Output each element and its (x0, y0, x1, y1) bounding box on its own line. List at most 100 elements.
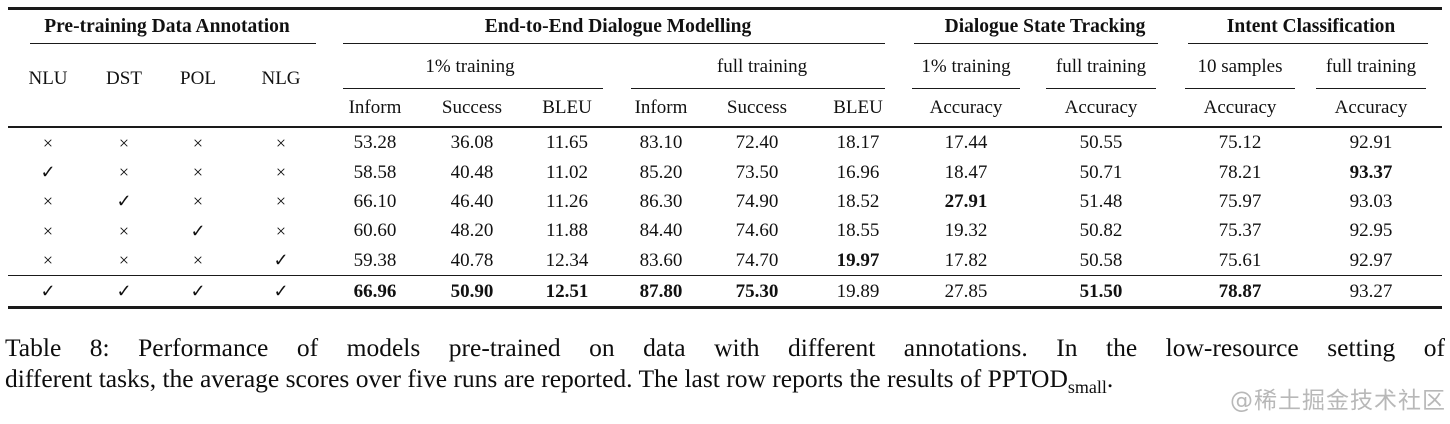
annotation-flag-cross: × (118, 162, 130, 183)
annotation-flag-cross: × (192, 191, 204, 212)
annotation-flag-cross: × (275, 191, 287, 212)
annotation-flag-check: ✓ (273, 281, 289, 301)
annotation-flag-cross: × (42, 250, 54, 271)
annotation-flag-cross: × (118, 132, 130, 153)
annotation-flag-cross: × (192, 132, 204, 153)
cmidrule-ic-group (1188, 43, 1428, 45)
setting-ic-full: full training (1325, 55, 1417, 77)
annotation-flag-cross: × (42, 191, 54, 212)
column-header-accuracy-ic-low: Accuracy (1203, 97, 1277, 119)
column-header-pol: POL (180, 67, 216, 89)
caption-line-2: different tasks, the average scores over… (5, 363, 1445, 396)
metric-value: 84.40 (639, 220, 683, 242)
annotation-flag-check: ✓ (190, 281, 206, 301)
metric-value: 27.91 (944, 190, 988, 212)
column-group-dst: Dialogue State Tracking (944, 15, 1146, 37)
cmidrule-ete-group (343, 43, 885, 45)
metric-value: 48.20 (450, 220, 494, 242)
table-caption: Table 8: Performance of models pre-train… (5, 332, 1445, 396)
metric-value: 60.60 (353, 220, 397, 242)
metric-value: 86.30 (639, 190, 683, 212)
column-header-accuracy-ic-full: Accuracy (1334, 97, 1408, 119)
cmidrule-ic-full (1316, 88, 1426, 90)
metric-value: 75.37 (1218, 220, 1262, 242)
metric-value: 92.91 (1349, 132, 1393, 154)
metric-value: 18.47 (944, 161, 988, 183)
annotation-flag-cross: × (275, 132, 287, 153)
metric-value: 93.03 (1349, 190, 1393, 212)
metric-header-row: Inform Success BLEU Inform Success BLEU … (8, 90, 1442, 127)
metric-value: 11.65 (545, 132, 589, 154)
annotation-flag-cross: × (118, 250, 130, 271)
metric-value: 59.38 (353, 249, 397, 271)
metric-value: 50.58 (1079, 249, 1123, 271)
metric-value: 93.37 (1349, 161, 1393, 183)
metric-value: 83.60 (639, 249, 683, 271)
setting-dst-full: full training (1055, 55, 1147, 77)
metric-value: 16.96 (836, 161, 880, 183)
cmidrule-ete-full (631, 88, 885, 90)
metric-value: 87.80 (639, 280, 683, 302)
metric-value: 51.48 (1079, 190, 1123, 212)
metric-value: 12.51 (545, 280, 589, 302)
metric-value: 92.95 (1349, 220, 1393, 242)
metric-value: 66.10 (353, 190, 397, 212)
last-row-rule (8, 275, 1442, 277)
cmidrule-pretraining (30, 43, 316, 45)
annotation-flag-check: ✓ (40, 162, 56, 183)
table-row-all-annotations: ✓ ✓ ✓ ✓ 66.96 50.90 12.51 87.80 75.30 19.89 27.85 5… (8, 277, 1442, 306)
metric-value: 53.28 (353, 132, 397, 154)
metric-value: 93.27 (1349, 280, 1393, 302)
metric-value: 58.58 (353, 161, 397, 183)
subheader-row: NLU DST POL NLG 1% training full trainin… (8, 45, 1442, 89)
metric-value: 11.26 (545, 190, 589, 212)
metric-value: 92.97 (1349, 249, 1393, 271)
annotation-flag-cross: × (42, 132, 54, 153)
metric-value: 75.97 (1218, 190, 1262, 212)
metric-value: 50.90 (450, 280, 494, 302)
column-header-bleu-low: BLEU (542, 97, 592, 119)
metric-value: 12.34 (545, 249, 589, 271)
cmidrule-dst-low (912, 88, 1020, 90)
metric-value: 18.17 (836, 132, 880, 154)
column-header-success-full: Success (726, 97, 788, 119)
annotation-flag-check: ✓ (116, 191, 132, 212)
annotation-flag-cross: × (275, 220, 287, 241)
metric-value: 19.32 (944, 220, 988, 242)
metric-value: 74.60 (735, 220, 779, 242)
metric-value: 73.50 (735, 161, 779, 183)
metric-value: 78.21 (1218, 161, 1262, 183)
column-header-inform-low: Inform (348, 97, 402, 119)
annotation-flag-cross: × (275, 162, 287, 183)
metric-value: 75.12 (1218, 132, 1262, 154)
header-body-rule (8, 126, 1442, 129)
metric-value: 17.44 (944, 132, 988, 154)
metric-value: 83.10 (639, 132, 683, 154)
annotation-flag-cross: × (118, 220, 130, 241)
table-row: × × ✓ × 60.60 48.20 11.88 84.40 74.60 18.55 19.32 5… (8, 216, 1442, 245)
annotation-flag-check: ✓ (190, 220, 206, 241)
metric-value: 50.82 (1079, 220, 1123, 242)
metric-value: 19.97 (836, 249, 880, 271)
annotation-flag-cross: × (192, 162, 204, 183)
column-group-ic: Intent Classification (1226, 15, 1396, 37)
metric-value: 66.96 (353, 280, 397, 302)
annotation-flag-cross: × (42, 220, 54, 241)
metric-value: 72.40 (735, 132, 779, 154)
metric-value: 75.61 (1218, 249, 1262, 271)
metric-value: 40.78 (450, 249, 494, 271)
metric-value: 46.40 (450, 190, 494, 212)
metric-value: 36.08 (450, 132, 494, 154)
site-watermark: @稀土掘金技术社区 (1230, 388, 1446, 414)
caption-line-2-end: . (1106, 364, 1114, 393)
table-row: × ✓ × × 66.10 46.40 11.26 86.30 74.90 18.52 27.91 5… (8, 187, 1442, 216)
table-row: ✓ × × × 58.58 40.48 11.02 85.20 73.50 16.96 18.47 5… (8, 157, 1442, 186)
setting-ete-full: full training (716, 55, 808, 77)
column-header-nlu: NLU (28, 67, 68, 89)
top-rule (8, 7, 1442, 10)
metric-value: 75.30 (735, 280, 779, 302)
group-header-row: Pre-training Data Annotation End-to-End … (8, 10, 1442, 44)
setting-ete-low: 1% training (425, 55, 515, 77)
column-header-accuracy-dst-full: Accuracy (1064, 97, 1138, 119)
metric-value: 17.82 (944, 249, 988, 271)
